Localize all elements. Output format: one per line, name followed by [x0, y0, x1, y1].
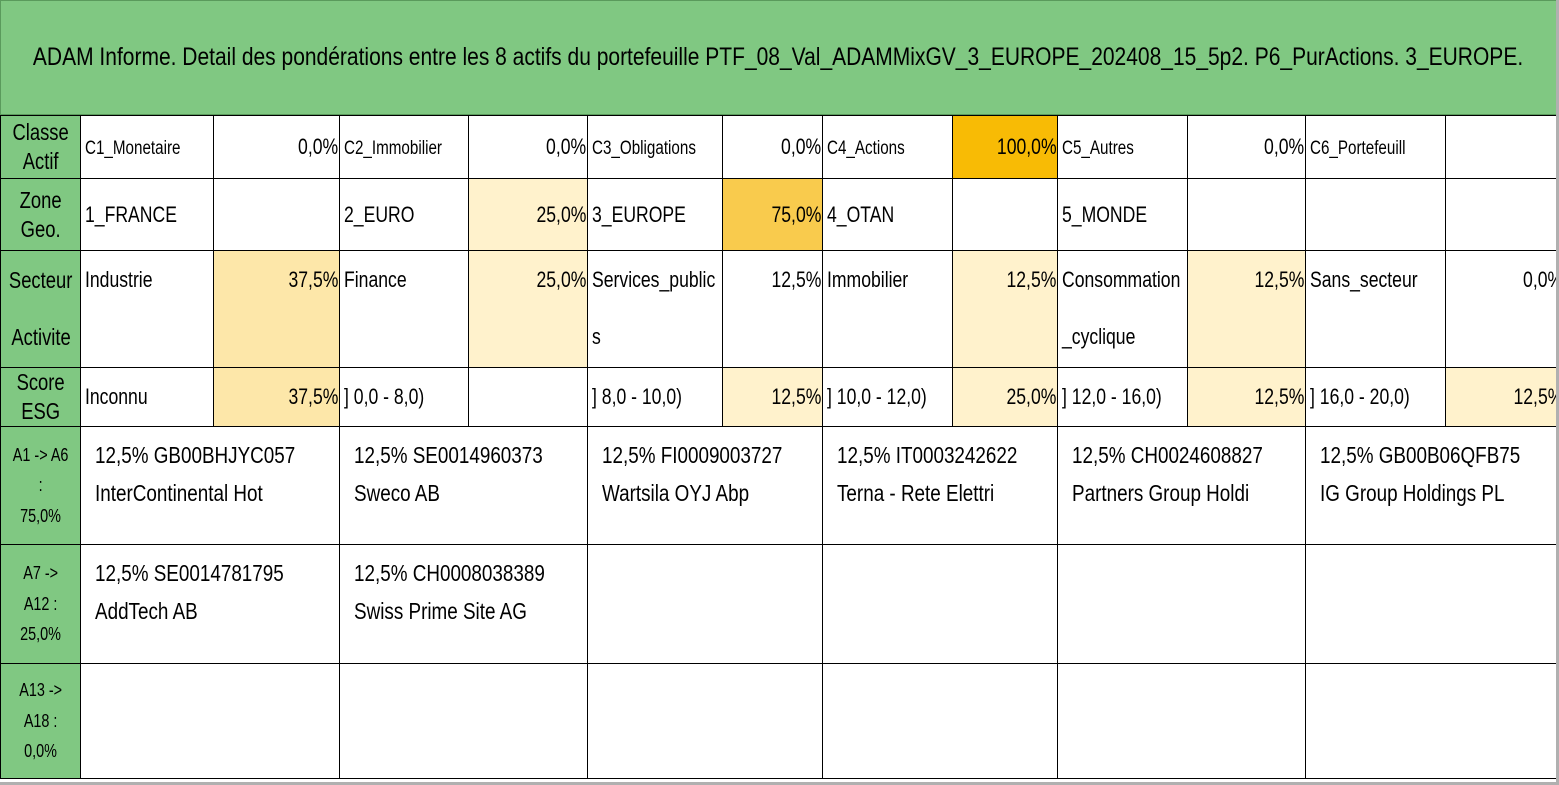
- report-title-text: ADAM Informe. Detail des pondérations en…: [33, 43, 1524, 71]
- row-assets-a13-a18: A13 -> A18 :0,0%: [0, 663, 1559, 779]
- zone-name: 2_EURO: [339, 178, 469, 251]
- row-zone-geo: Zone Geo. 1_FRANCE 2_EURO 25,0% 3_EUROPE…: [0, 178, 1559, 251]
- esg-pct: [467, 367, 589, 427]
- frame-shadow-bottom: [0, 782, 1559, 785]
- row-secteur-activite: Secteur Activite Industrie 37,5% Finance…: [0, 250, 1559, 368]
- zone-name: 1_FRANCE: [80, 178, 214, 251]
- zone-pct: 75,0%: [722, 178, 824, 251]
- esg-name: ] 12,0 - 16,0): [1057, 367, 1188, 427]
- esg-name: ] 0,0 - 8,0): [339, 367, 469, 427]
- row-classe-actif: Classe Actif C1_Monetaire 0,0% C2_Immobi…: [0, 115, 1559, 179]
- classe-pct: 0,0%: [212, 115, 341, 179]
- row-assets-a7-a12: A7 -> A12 :25,0% 12,5% SE0014781795 AddTe…: [0, 544, 1559, 664]
- asset-cell: 12,5% SE0014781795 AddTech AB: [80, 544, 341, 664]
- row-score-esg: Score ESG Inconnu 37,5% ] 0,0 - 8,0) ] 8…: [0, 367, 1559, 427]
- zone-name: 5_MONDE: [1057, 178, 1188, 251]
- zone-pct: 25,0%: [467, 178, 589, 251]
- esg-pct: 37,5%: [212, 367, 341, 427]
- weights-table: Classe Actif C1_Monetaire 0,0% C2_Immobi…: [0, 115, 1559, 779]
- secteur-header: Secteur Activite: [0, 250, 82, 368]
- secteur-pct: 25,0%: [467, 250, 589, 368]
- secteur-pct: 12,5%: [722, 250, 824, 368]
- secteur-pct: 0,0%: [1445, 250, 1559, 368]
- asset-cell: [1304, 663, 1559, 779]
- zone-pct: [212, 178, 341, 251]
- secteur-name: Industrie: [80, 250, 214, 368]
- zone-name: 4_OTAN: [822, 178, 953, 251]
- classe-pct: 0,0%: [467, 115, 589, 179]
- asset-cell: 12,5% FI0009003727 Wartsila OYJ Abp: [587, 426, 824, 545]
- secteur-name: Immobilier: [822, 250, 953, 368]
- asset-group-header: A13 -> A18 :0,0%: [0, 663, 82, 779]
- asset-group-header: A1 -> A6 :75,0%: [0, 426, 82, 545]
- asset-cell: [339, 663, 589, 779]
- esg-name: Inconnu: [80, 367, 214, 427]
- classe-pct: [1445, 115, 1559, 179]
- asset-cell: 12,5% GB00B06QFB75 IG Group Holdings PL: [1304, 426, 1559, 545]
- classe-name: C2_Immobilier: [339, 115, 469, 179]
- classe-actif-header: Classe Actif: [0, 115, 82, 179]
- asset-cell: [822, 544, 1059, 664]
- esg-pct: 12,5%: [1186, 367, 1306, 427]
- row-assets-a1-a6: A1 -> A6 :75,0% 12,5% GB00BHJYC057 InterC…: [0, 426, 1559, 545]
- asset-cell: 12,5% GB00BHJYC057 InterContinental Hot: [80, 426, 341, 545]
- zone-pct: [1445, 178, 1559, 251]
- classe-name: C6_Portefeuill: [1304, 115, 1447, 179]
- asset-cell: [587, 663, 824, 779]
- esg-name: ] 8,0 - 10,0): [587, 367, 724, 427]
- zone-name: 3_EUROPE: [587, 178, 724, 251]
- classe-name: C3_Obligations: [587, 115, 724, 179]
- esg-pct: 12,5%: [1445, 367, 1559, 427]
- asset-cell: 12,5% CH0024608827 Partners Group Holdi: [1057, 426, 1306, 545]
- asset-group-header: A7 -> A12 :25,0%: [0, 544, 82, 664]
- secteur-name: Finance: [339, 250, 469, 368]
- esg-pct: 12,5%: [722, 367, 824, 427]
- esg-pct: 25,0%: [951, 367, 1059, 427]
- zone-geo-header: Zone Geo.: [0, 178, 82, 251]
- secteur-pct: 12,5%: [1186, 250, 1306, 368]
- asset-cell: 12,5% SE0014960373 Sweco AB: [339, 426, 589, 545]
- report-title: ADAM Informe. Detail des pondérations en…: [0, 0, 1557, 115]
- zone-pct: [1186, 178, 1306, 251]
- asset-cell: [1057, 544, 1306, 664]
- classe-name: C1_Monetaire: [80, 115, 214, 179]
- esg-name: ] 10,0 - 12,0): [822, 367, 953, 427]
- classe-name: C4_Actions: [822, 115, 953, 179]
- classe-name: C5_Autres: [1057, 115, 1188, 179]
- zone-name: [1304, 178, 1447, 251]
- classe-pct: 0,0%: [722, 115, 824, 179]
- asset-cell: [1304, 544, 1559, 664]
- secteur-name: Consommation_cyclique: [1057, 250, 1188, 368]
- esg-name: ] 16,0 - 20,0): [1304, 367, 1447, 427]
- asset-cell: 12,5% CH0008038389 Swiss Prime Site AG: [339, 544, 589, 664]
- asset-cell: [587, 544, 824, 664]
- secteur-pct: 37,5%: [212, 250, 341, 368]
- classe-pct: 100,0%: [951, 115, 1059, 179]
- secteur-name: Sans_secteur: [1304, 250, 1447, 368]
- secteur-pct: 12,5%: [951, 250, 1059, 368]
- asset-cell: [80, 663, 341, 779]
- score-esg-header: Score ESG: [0, 367, 82, 427]
- asset-cell: 12,5% IT0003242622 Terna - Rete Elettri: [822, 426, 1059, 545]
- asset-cell: [822, 663, 1059, 779]
- secteur-name: Services_publics: [587, 250, 724, 368]
- frame-shadow-right: [1556, 0, 1559, 785]
- asset-cell: [1057, 663, 1306, 779]
- classe-pct: 0,0%: [1186, 115, 1306, 179]
- zone-pct: [951, 178, 1059, 251]
